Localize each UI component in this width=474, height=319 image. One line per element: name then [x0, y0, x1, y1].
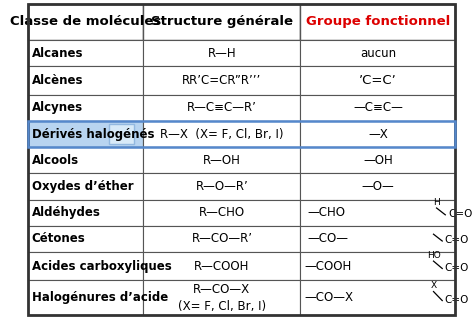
- Bar: [144, 4, 301, 40]
- Text: Acides carboxyliques: Acides carboxyliques: [32, 260, 172, 273]
- Bar: [28, 121, 144, 147]
- Bar: [109, 124, 134, 144]
- Bar: [28, 66, 144, 95]
- Text: Oxydes d’éther: Oxydes d’éther: [32, 180, 133, 193]
- Text: —COOH: —COOH: [305, 260, 352, 273]
- Text: —OH: —OH: [363, 154, 393, 167]
- Text: R—CHO: R—CHO: [199, 206, 245, 219]
- Text: H: H: [433, 198, 440, 207]
- Text: —CO—X: —CO—X: [305, 291, 354, 304]
- Bar: [301, 174, 456, 200]
- Text: HO: HO: [427, 251, 440, 260]
- Bar: [144, 252, 301, 280]
- Bar: [301, 252, 456, 280]
- Bar: [301, 95, 456, 121]
- Bar: [144, 174, 301, 200]
- Text: —CO—: —CO—: [307, 233, 348, 245]
- Text: ʼC=Cʼ: ʼC=Cʼ: [359, 74, 397, 87]
- Bar: [301, 200, 456, 226]
- Text: Classe de molécules: Classe de molécules: [10, 16, 161, 28]
- Text: R—H: R—H: [208, 47, 236, 60]
- Bar: [28, 200, 144, 226]
- Text: RR’C=CR”R’’’: RR’C=CR”R’’’: [182, 74, 262, 87]
- Text: Structure générale: Structure générale: [151, 16, 293, 28]
- Text: R—CO—R’: R—CO—R’: [191, 233, 253, 245]
- Bar: [28, 40, 144, 66]
- Bar: [301, 280, 456, 315]
- Bar: [28, 4, 144, 40]
- Text: C=O: C=O: [448, 209, 472, 219]
- Bar: [301, 66, 456, 95]
- Bar: [144, 95, 301, 121]
- Bar: [301, 4, 456, 40]
- Bar: [28, 280, 144, 315]
- Text: R—CO—X
(X= F, Cl, Br, I): R—CO—X (X= F, Cl, Br, I): [178, 283, 266, 313]
- Text: Alcynes: Alcynes: [32, 101, 83, 115]
- Text: —X: —X: [368, 128, 388, 141]
- Bar: [144, 121, 301, 147]
- Text: Groupe fonctionnel: Groupe fonctionnel: [306, 16, 450, 28]
- Text: —O—: —O—: [362, 180, 394, 193]
- Text: R—X  (X= F, Cl, Br, I): R—X (X= F, Cl, Br, I): [160, 128, 283, 141]
- Bar: [301, 40, 456, 66]
- Text: aucun: aucun: [360, 47, 396, 60]
- Text: Cétones: Cétones: [32, 233, 85, 245]
- Text: R—OH: R—OH: [203, 154, 241, 167]
- Bar: [301, 147, 456, 174]
- Text: C=O: C=O: [445, 263, 469, 273]
- Bar: [144, 280, 301, 315]
- Text: Alcanes: Alcanes: [32, 47, 83, 60]
- Text: R—C≡C—R’: R—C≡C—R’: [187, 101, 257, 115]
- Bar: [28, 174, 144, 200]
- Bar: [144, 200, 301, 226]
- Text: Aldéhydes: Aldéhydes: [32, 206, 100, 219]
- Text: Dérivés halogénés: Dérivés halogénés: [32, 128, 154, 141]
- Bar: [144, 226, 301, 252]
- Text: C=O: C=O: [445, 235, 469, 245]
- Bar: [301, 226, 456, 252]
- Bar: [144, 40, 301, 66]
- Text: Alcènes: Alcènes: [32, 74, 83, 87]
- Bar: [144, 66, 301, 95]
- Text: R—O—R’: R—O—R’: [196, 180, 248, 193]
- Bar: [28, 252, 144, 280]
- Bar: [301, 121, 456, 147]
- Text: X: X: [430, 281, 437, 290]
- Bar: [28, 226, 144, 252]
- Text: Alcools: Alcools: [32, 154, 79, 167]
- Text: Halogénures d’acide: Halogénures d’acide: [32, 291, 168, 304]
- Bar: [144, 147, 301, 174]
- Text: C=O: C=O: [445, 294, 469, 305]
- Bar: [28, 95, 144, 121]
- Text: —C≡C—: —C≡C—: [353, 101, 403, 115]
- Bar: [28, 147, 144, 174]
- Text: R—COOH: R—COOH: [194, 260, 250, 273]
- Bar: [28, 121, 456, 147]
- Text: —CHO: —CHO: [307, 206, 345, 219]
